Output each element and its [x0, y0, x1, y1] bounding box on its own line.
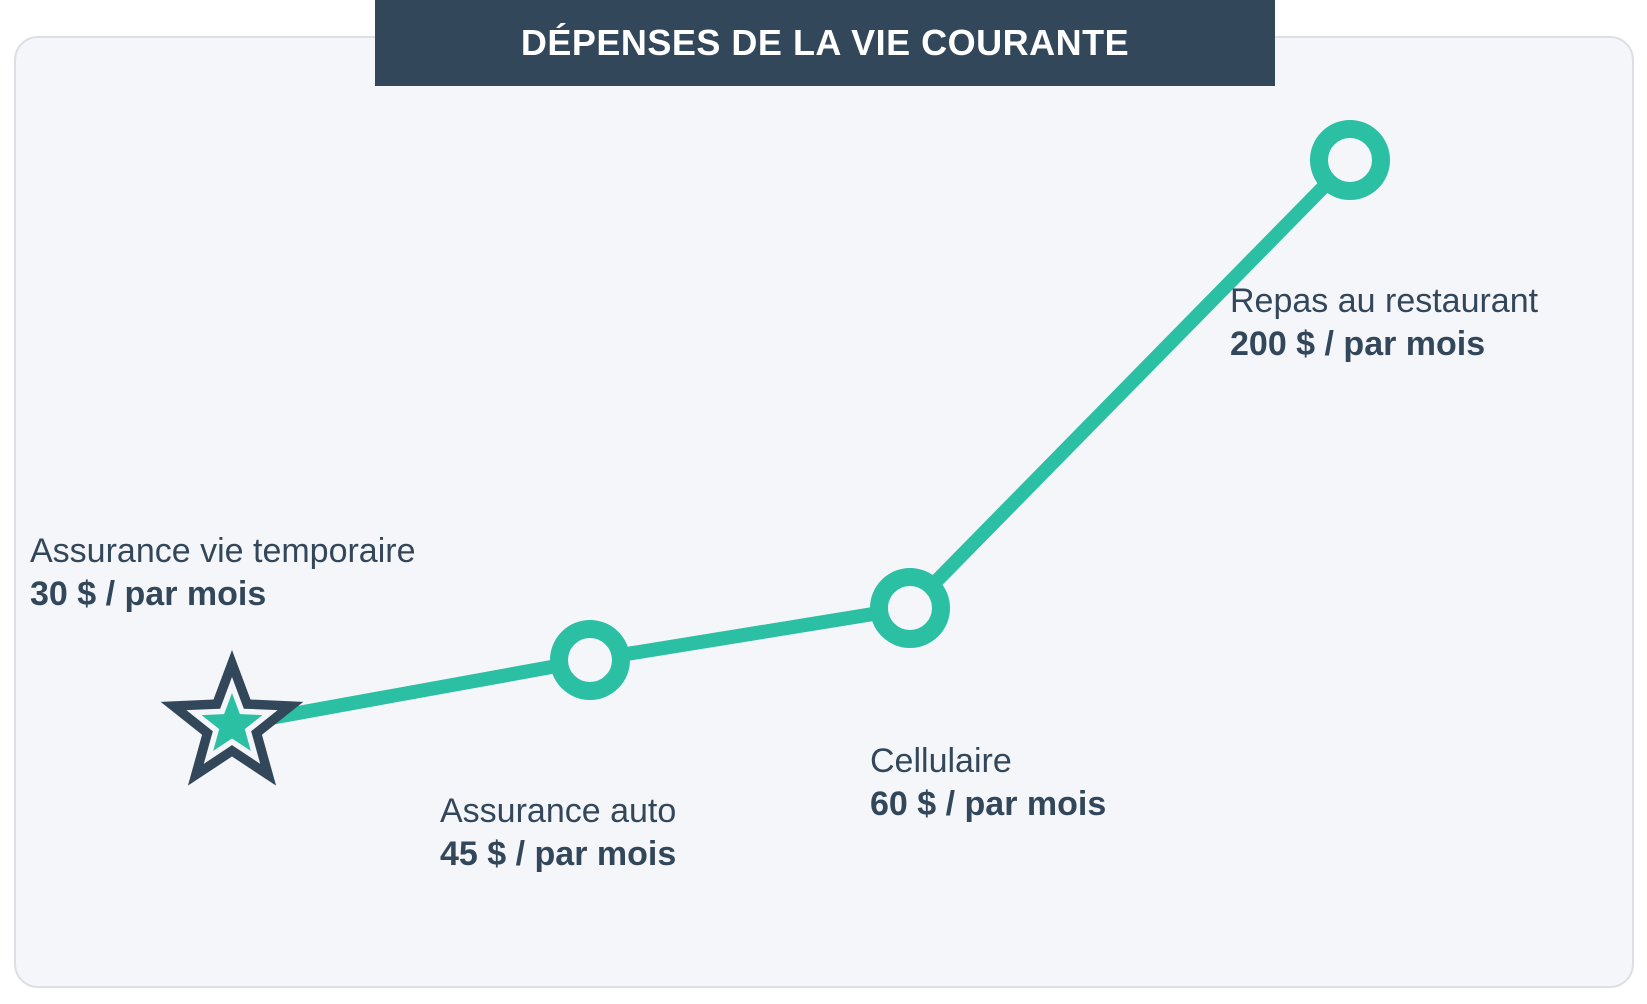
chart-label-repas-restaurant: Repas au restaurant200 $ / par mois — [1230, 280, 1538, 365]
chart-label-name: Cellulaire — [870, 740, 1106, 783]
chart-label-name: Assurance auto — [440, 790, 676, 833]
chart-label-cellulaire: Cellulaire60 $ / par mois — [870, 740, 1106, 825]
chart-label-value: 60 $ / par mois — [870, 783, 1106, 826]
chart-label-name: Repas au restaurant — [1230, 280, 1538, 323]
chart-label-assurance-auto: Assurance auto45 $ / par mois — [440, 790, 676, 875]
chart-label-value: 45 $ / par mois — [440, 833, 676, 876]
chart-label-assurance-vie: Assurance vie temporaire30 $ / par mois — [30, 530, 416, 615]
chart-labels-layer: Assurance vie temporaire30 $ / par moisA… — [0, 0, 1647, 1004]
chart-label-value: 30 $ / par mois — [30, 573, 416, 616]
chart-label-value: 200 $ / par mois — [1230, 323, 1538, 366]
chart-label-name: Assurance vie temporaire — [30, 530, 416, 573]
